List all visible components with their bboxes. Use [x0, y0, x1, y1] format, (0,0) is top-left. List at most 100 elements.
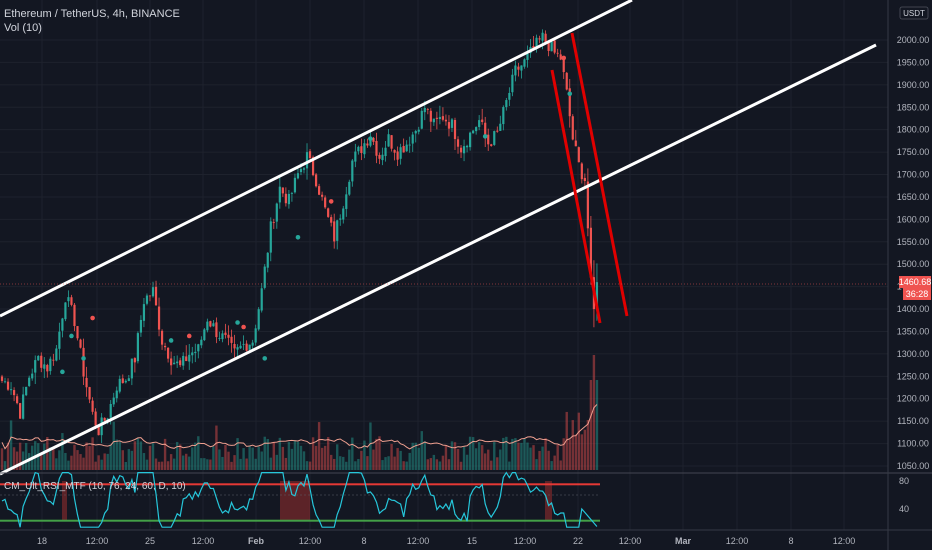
candle-body [402, 146, 405, 153]
volume-bar [106, 453, 109, 470]
candle-body [441, 116, 445, 120]
volume-bar [91, 437, 94, 470]
volume-bar [496, 457, 499, 470]
volume-bar [538, 450, 541, 470]
volume-bar [432, 454, 436, 470]
volume-bar [474, 448, 478, 470]
volume-bar [357, 458, 360, 470]
time-tick-label: 12:00 [192, 536, 215, 546]
candle-body [266, 252, 269, 268]
volume-bar [484, 453, 487, 470]
candle-body [188, 354, 191, 362]
volume-bar [408, 452, 411, 470]
volume-bar [139, 441, 143, 470]
candle-body [327, 208, 330, 217]
candle-body [176, 361, 179, 364]
volume-bar [278, 437, 282, 470]
time-tick-label: 12:00 [299, 536, 322, 546]
volume-bar [317, 422, 321, 470]
volume-bar [49, 447, 52, 470]
volume-bar [326, 437, 330, 470]
candle-body [112, 397, 115, 405]
candle-body [333, 221, 336, 242]
candle-body [435, 117, 438, 119]
volume-bar [115, 439, 118, 470]
candle-body [499, 123, 502, 131]
volume-bar [46, 436, 49, 470]
volume-bar [390, 443, 393, 470]
candle-body [221, 333, 224, 340]
volume-bar [227, 451, 230, 470]
volume-bar [372, 449, 375, 470]
candle-body [251, 342, 254, 346]
volume-bar [221, 456, 224, 470]
candle-body [526, 53, 529, 60]
candle-body [532, 45, 535, 49]
volume-bar [450, 441, 454, 470]
volume-bar [215, 425, 218, 470]
volume-bar [402, 461, 405, 470]
price-tick-label: 1650.00 [897, 192, 930, 202]
volume-bar [351, 437, 354, 470]
candle-body [456, 139, 460, 147]
time-tick-label: 12:00 [407, 536, 430, 546]
time-tick-label: Mar [675, 536, 692, 546]
channel-lines[interactable] [0, 0, 877, 476]
volume-bar [118, 441, 121, 470]
volume-bar [550, 461, 553, 470]
signal-dot [69, 333, 74, 339]
price-tick-label: 1850.00 [897, 102, 930, 112]
candle-body [541, 32, 544, 41]
candle-body [478, 120, 481, 128]
candle-body [399, 147, 402, 159]
candle-body [34, 360, 37, 373]
candle-body [384, 147, 387, 157]
volume-bar [73, 444, 76, 470]
volume-bar [329, 454, 333, 470]
volume-bar [230, 461, 233, 470]
rsi-line [1, 471, 598, 528]
rsi-tick-label: 40 [899, 504, 909, 514]
candle-body [206, 321, 209, 331]
price-tick-label: 1800.00 [897, 125, 930, 135]
volume-bar [520, 442, 523, 470]
volume-bar [308, 461, 312, 470]
volume-bar [70, 455, 73, 470]
candle-body [254, 328, 257, 343]
candle-body [556, 52, 559, 54]
candle-body [70, 297, 73, 305]
volume-bar [103, 453, 106, 470]
volume-bar [203, 458, 206, 470]
current-price-tag-bg [899, 276, 931, 288]
wedge-lines[interactable] [550, 32, 629, 324]
volume-bar [166, 461, 170, 470]
volume-legend[interactable]: Vol (10) [4, 22, 42, 34]
price-tick-label: 1100.00 [897, 439, 929, 449]
time-axis[interactable]: 18 12:00 25 12:00 Feb 12:00 8 12:00 15 12:00 22 12:… [37, 536, 855, 546]
volume-bar [420, 431, 423, 470]
volume-bar [133, 441, 137, 470]
rsi-axis[interactable]: 80 40 [899, 476, 909, 514]
volume-bar [188, 456, 191, 470]
rsi-legend[interactable]: CM_Ult_RSI_MTF (10, 76, 24, 60, D, 10) [4, 481, 186, 492]
candle-body [151, 287, 155, 297]
signal-dot [235, 320, 240, 325]
volume-ma-line [1, 404, 598, 450]
candle-body [414, 130, 417, 134]
candle-body [37, 355, 40, 361]
wedge-line-right [570, 32, 629, 317]
volume-bar [532, 445, 535, 470]
candle-body [212, 323, 215, 327]
symbol-title[interactable]: Ethereum / TetherUS, 4h, BINANCE [4, 8, 180, 20]
candle-body [145, 295, 149, 304]
candle-body [167, 347, 170, 359]
currency-label-bg[interactable] [899, 6, 929, 20]
volume-bar [163, 438, 167, 470]
volume-bar [40, 453, 43, 470]
candle-body [342, 208, 345, 220]
candle-body [25, 386, 28, 396]
candle-body [209, 321, 212, 327]
volume-bar [15, 451, 19, 470]
